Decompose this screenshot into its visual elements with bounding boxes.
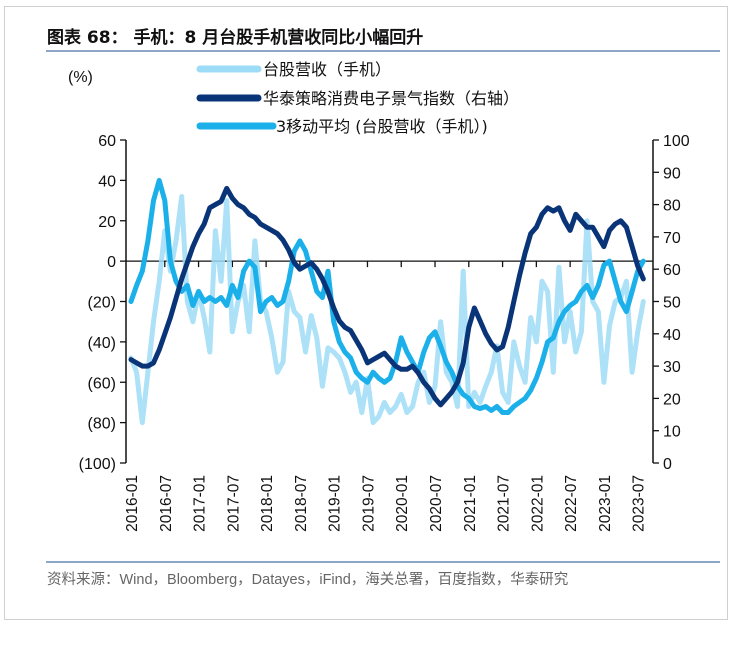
left-tick-label: 20 bbox=[98, 214, 116, 231]
figure-frame bbox=[4, 6, 728, 620]
x-tick-label: 2023-07 bbox=[631, 475, 648, 532]
left-tick-label: (80) bbox=[88, 416, 116, 433]
x-tick-label: 2020-01 bbox=[394, 475, 411, 532]
legend: 台股营收（手机） 华泰策略消费电子景气指数（右轴） 3移动平均 (台股营收（手机）) bbox=[196, 60, 519, 136]
x-tick-label: 2017-07 bbox=[225, 475, 242, 532]
x-tick-label: 2021-07 bbox=[496, 475, 513, 532]
x-tick-label: 2018-07 bbox=[293, 475, 310, 532]
source-divider bbox=[46, 561, 720, 563]
series-line-0 bbox=[128, 194, 646, 426]
legend-label: 3移动平均 (台股营收（手机）) bbox=[276, 117, 488, 136]
x-tick-label: 2023-01 bbox=[597, 475, 614, 532]
right-tick-label: 90 bbox=[663, 165, 681, 182]
left-axis-unit: (%) bbox=[68, 69, 93, 86]
right-tick-label: 50 bbox=[663, 295, 681, 312]
left-tick-label: (60) bbox=[88, 375, 116, 392]
legend-label: 华泰策略消费电子景气指数（右轴） bbox=[263, 89, 519, 108]
source-note: 资料来源：Wind，Bloomberg，Datayes，iFind，海关总署，百… bbox=[47, 572, 569, 588]
x-tick-label: 2019-01 bbox=[327, 475, 344, 532]
x-tick-label: 2016-07 bbox=[158, 475, 175, 532]
x-tick-label: 2019-07 bbox=[360, 475, 377, 532]
left-tick-label: (100) bbox=[79, 456, 116, 473]
x-tick-label: 2016-01 bbox=[124, 475, 141, 532]
left-tick-label: 0 bbox=[107, 254, 116, 271]
title-divider bbox=[46, 50, 720, 52]
series-lines bbox=[128, 177, 646, 426]
x-tick-label: 2022-07 bbox=[563, 475, 580, 532]
x-tick-label: 2017-01 bbox=[192, 475, 209, 532]
right-tick-label: 30 bbox=[663, 359, 681, 376]
right-tick-label: 80 bbox=[663, 198, 681, 215]
x-tick-label: 2018-01 bbox=[259, 475, 276, 532]
legend-label: 台股营收（手机） bbox=[263, 60, 391, 79]
right-tick-label: 100 bbox=[663, 133, 690, 150]
right-tick-label: 20 bbox=[663, 391, 681, 408]
left-tick-label: 40 bbox=[98, 173, 116, 190]
series-line-1 bbox=[128, 185, 646, 408]
left-tick-label: 60 bbox=[98, 133, 116, 150]
right-tick-label: 10 bbox=[663, 424, 681, 441]
right-tick-label: 70 bbox=[663, 230, 681, 247]
x-tick-label: 2022-01 bbox=[529, 475, 546, 532]
x-tick-label: 2020-07 bbox=[428, 475, 445, 532]
tick-labels: 6040200(20)(40)(60)(80)(100)100908070605… bbox=[68, 69, 690, 532]
left-tick-label: (40) bbox=[88, 335, 116, 352]
figure-title: 图表 68： 手机：8 月台股手机营收同比小幅回升 bbox=[47, 28, 424, 48]
right-tick-label: 60 bbox=[663, 262, 681, 279]
series-line-2 bbox=[128, 177, 646, 415]
left-tick-label: (20) bbox=[88, 295, 116, 312]
right-tick-label: 0 bbox=[663, 456, 672, 473]
right-tick-label: 40 bbox=[663, 327, 681, 344]
x-tick-label: 2021-01 bbox=[462, 475, 479, 532]
